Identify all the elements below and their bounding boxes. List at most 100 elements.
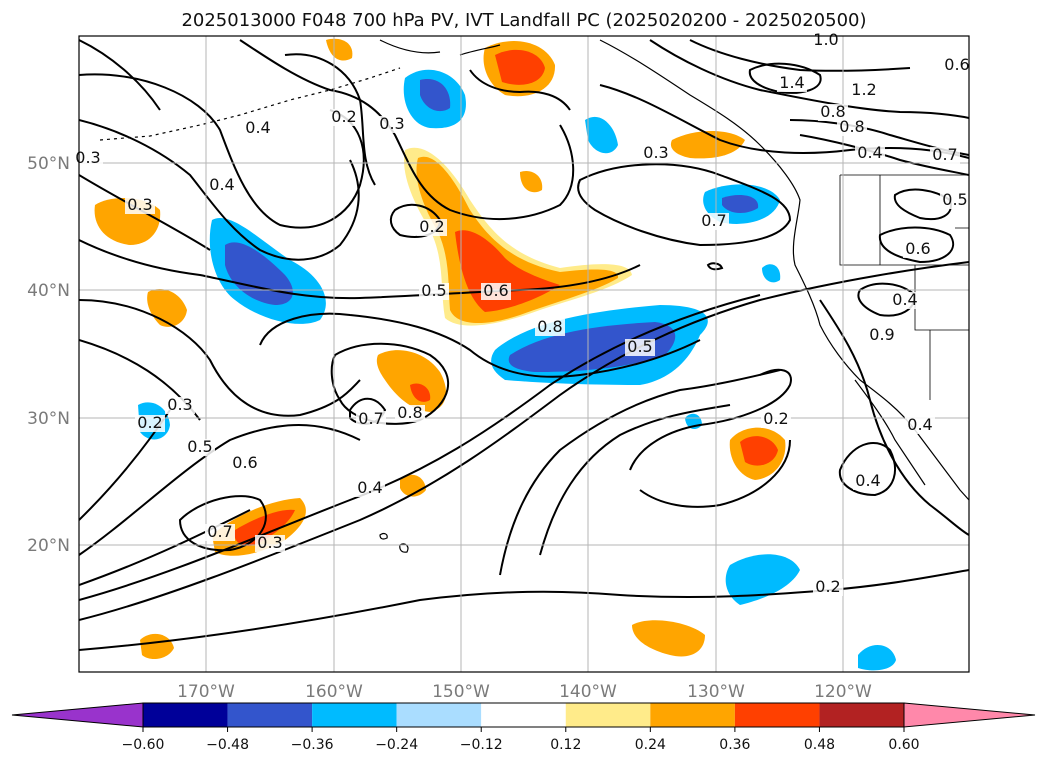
ivt-contours xyxy=(79,39,969,651)
colorbar-bin xyxy=(143,703,228,727)
pv-blob-neg-7 xyxy=(725,554,800,605)
pv-blob-neg-5 xyxy=(585,116,618,154)
longitude-labels: 170°W 160°W 150°W 140°W 130°W 120°W xyxy=(177,682,872,702)
contour-line xyxy=(79,39,161,111)
pv-negative-shading xyxy=(138,69,896,671)
colorbar-tick-label: 0.60 xyxy=(888,737,919,753)
colorbar-frame xyxy=(142,702,905,728)
contour-label-bg xyxy=(777,75,807,92)
contour-label-bg xyxy=(699,213,729,230)
lat-tick-label: 20°N xyxy=(27,536,70,556)
figure-title: 2025013000 F048 700 hPa PV, IVT Landfall… xyxy=(181,10,866,31)
contour-label: 0.6 xyxy=(483,281,508,300)
contour-label: 0.2 xyxy=(763,409,788,428)
contour-label: 1.4 xyxy=(779,73,804,92)
lat-tick-label: 50°N xyxy=(27,154,70,174)
contour-line xyxy=(499,369,781,576)
contour-label: 0.7 xyxy=(207,522,232,541)
lon-tick-label: 170°W xyxy=(177,682,235,702)
contour-label-bg xyxy=(867,327,897,344)
colorbar-bin xyxy=(227,703,313,727)
contour-label-bg xyxy=(395,405,425,422)
contour-label-bg xyxy=(255,535,285,552)
contour-label-bg xyxy=(930,147,960,164)
contour-label-bg xyxy=(205,524,235,541)
lon-tick-label: 120°W xyxy=(814,682,872,702)
colorbar-bin xyxy=(734,703,820,727)
colorbar-bin xyxy=(650,703,735,727)
contour-label: 0.4 xyxy=(245,118,270,137)
map-frame xyxy=(78,35,970,673)
colorbar-tick-label: −0.24 xyxy=(375,737,418,753)
contour-line xyxy=(878,226,955,264)
contour-label-bg xyxy=(890,292,920,309)
contour-line xyxy=(79,119,360,261)
contour-label-bg xyxy=(855,145,885,162)
contour-label: 0.2 xyxy=(137,413,162,432)
contour-label: 0.7 xyxy=(932,145,957,164)
contour-label: 0.4 xyxy=(209,175,234,194)
state-borders xyxy=(839,174,969,400)
contour-label-bg xyxy=(165,397,195,414)
lon-tick-label: 140°W xyxy=(559,682,617,702)
contour-label-bg xyxy=(417,219,447,236)
contour-label-bg xyxy=(853,473,883,490)
contour-label: 0.2 xyxy=(331,107,356,126)
colorbar-tick-label: 0.48 xyxy=(804,737,835,753)
coastlines xyxy=(99,39,969,553)
pv-blob-neg-9 xyxy=(762,264,781,283)
colorbar-tick-label: 0.36 xyxy=(719,737,750,753)
contour-label-bg xyxy=(135,415,165,432)
pv-blob-pos-2-red xyxy=(495,49,545,85)
contour-label-bg xyxy=(641,145,671,162)
latitude-labels: 50°N 40°N 30°N 20°N xyxy=(27,154,70,556)
pv-blob-pos-9 xyxy=(670,131,745,159)
lat-tick-label: 40°N xyxy=(27,281,70,301)
contour-label: 0.8 xyxy=(397,403,422,422)
contour-label: 0.4 xyxy=(892,290,917,309)
contour-line xyxy=(639,439,791,508)
contour-label-bg xyxy=(73,150,103,167)
contour-label: 0.3 xyxy=(127,195,152,214)
contour-label: 0.8 xyxy=(537,317,562,336)
contour-line xyxy=(819,299,969,536)
contour-line xyxy=(689,39,911,72)
colorbar-bin xyxy=(312,703,397,727)
contour-line xyxy=(799,134,969,176)
pv-blob-neg-2-core xyxy=(420,79,451,112)
contour-label: 0.4 xyxy=(857,143,882,162)
lon-tick-label: 130°W xyxy=(687,682,745,702)
contour-label-bg xyxy=(818,104,848,121)
contour-label-bg xyxy=(535,319,565,336)
contour-label: 0.5 xyxy=(627,337,652,356)
contour-label: 0.2 xyxy=(419,217,444,236)
colorbar-bin xyxy=(565,703,651,727)
contour-line xyxy=(79,299,361,417)
pv-blob-neg-1-core xyxy=(225,242,293,305)
contour-label: 0.2 xyxy=(815,577,840,596)
contour-line xyxy=(79,294,761,601)
contour-label: 0.4 xyxy=(907,415,932,434)
contour-label: 0.3 xyxy=(643,143,668,162)
contour-label-bg xyxy=(356,411,386,428)
colorbar-extend-min xyxy=(11,702,144,728)
contour-label-bg xyxy=(419,283,449,300)
lon-tick-label: 160°W xyxy=(305,682,363,702)
north-america-coast xyxy=(599,39,969,501)
contour-label: 0.5 xyxy=(187,437,212,456)
contour-label: 0.3 xyxy=(379,114,404,133)
contour-label-bg xyxy=(761,411,791,428)
contour-label: 0.3 xyxy=(257,533,282,552)
contour-line xyxy=(857,282,917,317)
contour-line xyxy=(649,39,969,119)
contour-label-bg xyxy=(625,339,655,356)
contour-line xyxy=(79,569,969,651)
contour-label: 0.8 xyxy=(820,102,845,121)
contour-label: 1.0 xyxy=(813,30,838,49)
contour-label-bg xyxy=(837,119,867,136)
contour-label: 0.6 xyxy=(232,453,257,472)
pv-blob-pos-12 xyxy=(520,170,543,193)
colorbar-bin xyxy=(819,703,904,727)
contour-label: 0.8 xyxy=(839,117,864,136)
contour-label-bg xyxy=(329,109,359,126)
